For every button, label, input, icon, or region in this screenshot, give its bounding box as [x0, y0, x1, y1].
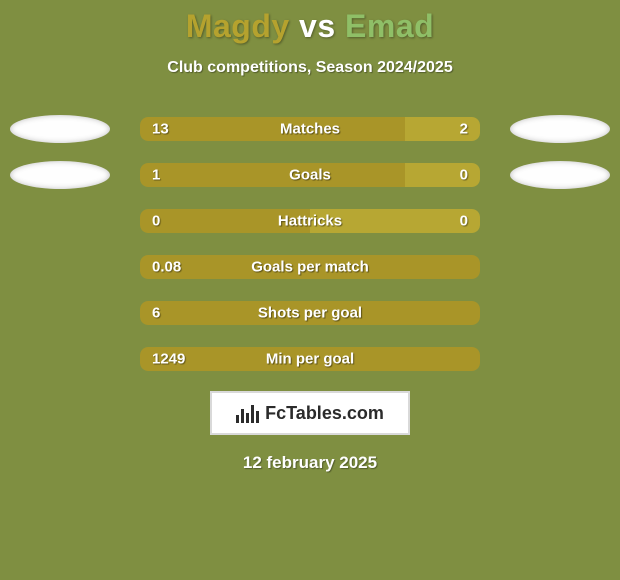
stat-label: Hattricks	[278, 213, 342, 230]
left-value: 0.08	[152, 259, 181, 276]
stat-label: Min per goal	[266, 351, 354, 368]
stat-label: Goals	[289, 167, 331, 184]
player2-name: Emad	[345, 8, 434, 44]
left-value: 1	[152, 167, 160, 184]
vs-label: vs	[299, 8, 336, 44]
date-label: 12 february 2025	[0, 453, 620, 473]
comparison-infographic: Magdy vs Emad Club competitions, Season …	[0, 0, 620, 580]
page-title: Magdy vs Emad	[0, 0, 620, 45]
stat-row: 1 0 Goals	[0, 161, 620, 189]
subtitle: Club competitions, Season 2024/2025	[0, 59, 620, 77]
stat-bar: 6 Shots per goal	[138, 299, 482, 327]
branding-box: FcTables.com	[210, 391, 410, 435]
stat-label: Matches	[280, 121, 340, 138]
stat-label: Goals per match	[251, 259, 369, 276]
left-value: 13	[152, 121, 169, 138]
stat-row: 0 0 Hattricks	[0, 207, 620, 235]
stat-bar: 0 0 Hattricks	[138, 207, 482, 235]
left-value: 0	[152, 213, 160, 230]
player1-name: Magdy	[186, 8, 290, 44]
chart-icon	[236, 403, 259, 423]
side-ellipse-left	[10, 115, 110, 143]
side-ellipse-right	[510, 161, 610, 189]
stats-container: 13 2 Matches 1 0 Goals 0 0 Hattricks 0.08 Goals pe…	[0, 115, 620, 373]
stat-bar: 1 0 Goals	[138, 161, 482, 189]
side-ellipse-left	[10, 161, 110, 189]
bar-segment-left	[140, 117, 405, 141]
left-value: 6	[152, 305, 160, 322]
branding-text: FcTables.com	[265, 403, 384, 424]
stat-row: 6 Shots per goal	[0, 299, 620, 327]
stat-row: 13 2 Matches	[0, 115, 620, 143]
stat-bar: 0.08 Goals per match	[138, 253, 482, 281]
right-value: 2	[460, 121, 468, 138]
right-value: 0	[460, 167, 468, 184]
side-ellipse-right	[510, 115, 610, 143]
stat-row: 1249 Min per goal	[0, 345, 620, 373]
stat-bar: 1249 Min per goal	[138, 345, 482, 373]
left-value: 1249	[152, 351, 185, 368]
bar-segment-left	[140, 163, 405, 187]
stat-row: 0.08 Goals per match	[0, 253, 620, 281]
stat-label: Shots per goal	[258, 305, 362, 322]
bar-segment-right	[405, 163, 480, 187]
bar-segment-right	[405, 117, 480, 141]
right-value: 0	[460, 213, 468, 230]
stat-bar: 13 2 Matches	[138, 115, 482, 143]
